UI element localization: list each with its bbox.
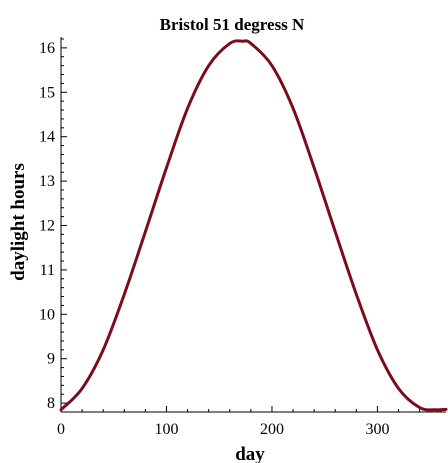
ticks: 0 100 200 300 8 9 10 11 12 13 14 15 16: [39, 38, 442, 438]
y-tick-label: 14: [39, 129, 55, 146]
x-tick-label: 300: [365, 421, 389, 438]
y-axis-label: daylight hours: [8, 163, 29, 281]
x-axis-label: day: [235, 444, 265, 463]
x-tick-label: 0: [57, 421, 65, 438]
y-tick-label: 9: [47, 351, 55, 368]
y-tick-label: 10: [39, 306, 55, 323]
x-tick-label: 100: [154, 421, 178, 438]
y-tick-label: 16: [39, 40, 55, 57]
x-tick-label: 200: [260, 421, 284, 438]
y-tick-label: 15: [39, 84, 55, 101]
y-tick-label: 12: [39, 218, 55, 235]
series-line-daylight: [59, 39, 448, 412]
y-tick-label: 13: [39, 173, 55, 190]
series: [59, 39, 448, 412]
y-tick-label: 11: [40, 262, 55, 279]
y-tick-label: 8: [47, 395, 55, 412]
chart-title: Bristol 51 degress N: [160, 15, 305, 34]
axes: [60, 37, 446, 413]
